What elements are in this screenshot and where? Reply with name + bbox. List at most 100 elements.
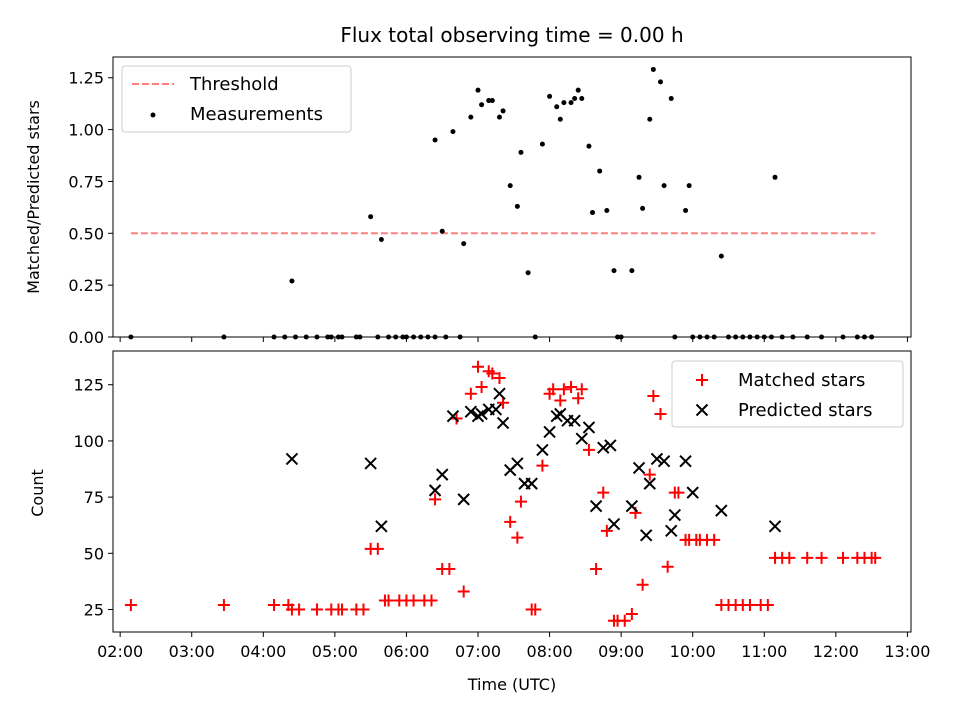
matched-star-point (429, 493, 442, 506)
top-frame (112, 56, 912, 338)
matched-star-point (654, 407, 667, 420)
measurement-point (468, 114, 474, 120)
matched-star-point (407, 594, 420, 607)
measurement-point (640, 205, 646, 211)
matched-star-point (268, 599, 281, 612)
matched-star-point (493, 371, 506, 384)
predicted-legend-label: Predicted stars (738, 400, 872, 421)
bottom-xtick-label: 12:00 (813, 642, 859, 661)
predicted-star-point (715, 504, 728, 517)
matched-star-point (582, 443, 595, 456)
measurement-point (289, 278, 295, 284)
predicted-star-point (525, 477, 538, 490)
matched-star-point (647, 389, 660, 402)
matched-star-point (536, 459, 549, 472)
top-ytick-label: 0.00 (68, 328, 104, 347)
matched-star-point (625, 608, 638, 621)
measurement-point (368, 214, 374, 220)
matched-star-point (382, 594, 395, 607)
matched-star-point (336, 603, 349, 616)
predicted-star-point (511, 457, 524, 470)
predicted-star-point (493, 387, 506, 400)
matched-star-point (597, 486, 610, 499)
matched-star-point (869, 551, 882, 564)
top-ytick-label: 1.00 (68, 121, 104, 140)
measurement-point (507, 183, 513, 189)
predicted-star-point (650, 452, 664, 466)
measurement-point (683, 207, 689, 213)
bottom-panel: 25 50 75 100 125 02:00 03:00 04:00 05:00 06:00 07:… (73, 350, 930, 661)
measurement-point (547, 93, 553, 99)
matched-star-point (761, 599, 774, 612)
matched-star-point (801, 551, 814, 564)
matched-star-point (425, 594, 438, 607)
predicted-star-point (475, 407, 488, 421)
bottom-xtick-label: 03:00 (169, 642, 215, 661)
predicted-star-point (575, 432, 588, 445)
measurement-point (489, 98, 495, 104)
bottom-ytick-label: 25 (84, 601, 104, 620)
predicted-star-point (436, 468, 449, 481)
predicted-star-point (457, 493, 470, 506)
matched-star-point (575, 383, 588, 396)
predicted-star-point (285, 452, 299, 466)
measurement-point (718, 253, 724, 259)
predicted-star-point (464, 405, 478, 418)
bottom-xtick-label: 10:00 (670, 642, 716, 661)
matched-star-point (529, 603, 542, 616)
predicted-star-point (536, 443, 549, 457)
predicted-star-point (607, 517, 621, 531)
predicted-star-point (686, 486, 699, 499)
predicted-star-point (489, 403, 503, 416)
bottom-xtick-label: 07:00 (455, 642, 501, 661)
measurement-point (575, 87, 581, 93)
bottom-xtick-label: 09:00 (598, 642, 644, 661)
top-legend: Threshold Measurements (121, 65, 352, 133)
top-panel: 0.00 0.25 0.50 0.75 1.00 1.25 Threshold Measure… (68, 56, 912, 347)
threshold-legend-label: Threshold (189, 74, 279, 95)
measurement-point (486, 98, 492, 104)
bottom-xtick-label: 13:00 (884, 642, 930, 661)
predicted-star-point (625, 499, 639, 513)
matched-star-point (618, 614, 631, 627)
predicted-star-point (679, 454, 692, 468)
measurement-point (439, 228, 445, 234)
bottom-y-axis-label: Count (28, 469, 47, 517)
bottom-xtick-label: 02:00 (97, 642, 143, 661)
matched-star-point (293, 603, 306, 616)
predicted-star-point (375, 520, 388, 533)
matched-star-point (565, 380, 578, 393)
measurement-point (450, 129, 456, 135)
measurement-point (586, 143, 592, 149)
measurement-point (658, 79, 664, 85)
matched-star-point (217, 599, 230, 612)
matched-star-point (743, 599, 756, 612)
measurement-point (525, 270, 531, 276)
matched-legend-label: Matched stars (738, 370, 865, 391)
matched-star-point (511, 531, 524, 544)
predicted-star-point (768, 520, 782, 533)
top-legend-box (121, 65, 352, 133)
measurement-point (647, 116, 653, 122)
predicted-star-point (657, 454, 671, 468)
measurements-legend-label: Measurements (190, 104, 323, 125)
measurement-point (579, 95, 585, 101)
measurement-point (514, 203, 520, 209)
measurement-point (611, 268, 617, 274)
top-ytick-label: 1.25 (68, 69, 104, 88)
matched-star-point (486, 367, 499, 380)
measurement-point (518, 149, 524, 155)
measurements-legend-swatch (150, 112, 156, 118)
top-ytick-label: 0.75 (68, 172, 104, 191)
measurement-point (496, 114, 502, 120)
measurement-point (432, 137, 438, 143)
measurement-point (590, 210, 596, 216)
bottom-xtick-label: 11:00 (741, 642, 787, 661)
x-axis-label: Time (UTC) (467, 675, 556, 694)
measurement-point (568, 100, 574, 106)
bottom-legend-box (671, 360, 904, 428)
top-ytick-label: 0.25 (68, 276, 104, 295)
predicted-star-point (568, 414, 581, 427)
measurement-point (661, 183, 667, 189)
